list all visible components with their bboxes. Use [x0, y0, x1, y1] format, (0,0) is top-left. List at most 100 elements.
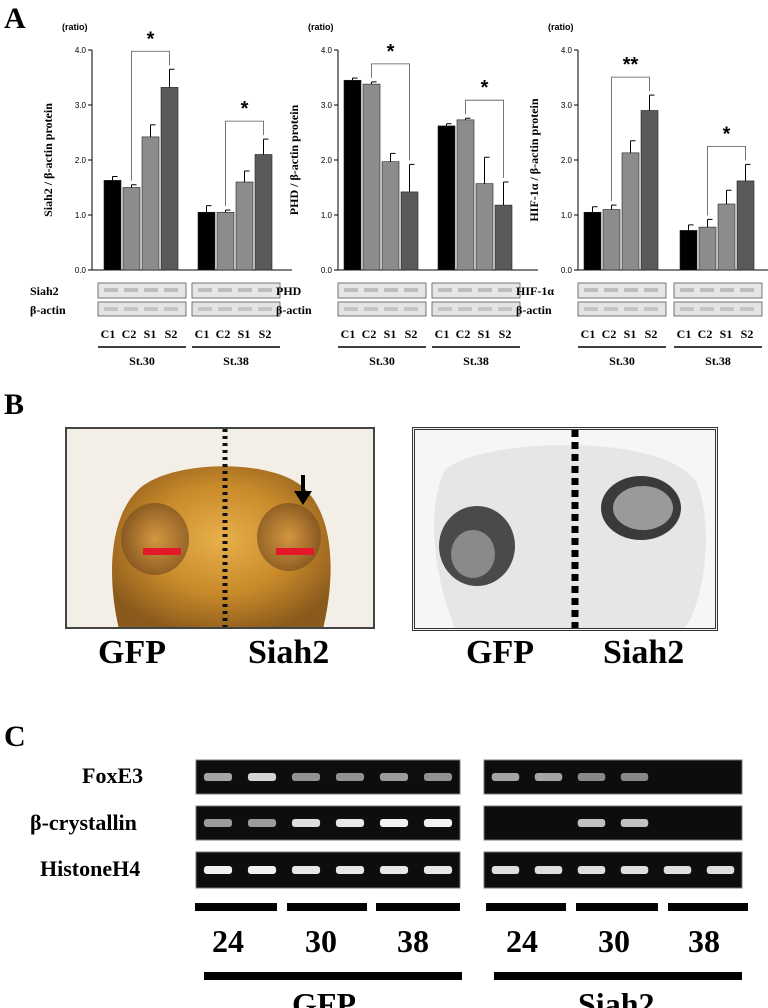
y-tick-label: 1.0	[75, 211, 87, 220]
y-tick-label: 0.0	[75, 266, 87, 275]
group-label: St.30	[609, 354, 635, 368]
blot-actin-strip	[431, 301, 521, 317]
y-tick-label: 4.0	[561, 46, 573, 55]
group-label: St.38	[223, 354, 249, 368]
gfp-age-30-bar	[287, 903, 367, 911]
blot-band	[384, 307, 398, 311]
y-tick-label: 4.0	[75, 46, 87, 55]
siah2-condition-bar	[494, 972, 742, 980]
gel-band	[247, 819, 277, 827]
gel-band	[247, 866, 277, 874]
blot-band	[584, 307, 598, 311]
gel-band	[620, 866, 649, 874]
blot-target-strip	[673, 282, 763, 299]
blot-target-label: PHD	[276, 284, 302, 298]
gel-band	[620, 773, 649, 781]
gel-band	[291, 866, 321, 874]
histology-section	[412, 427, 718, 631]
phd-plot: 0.0 1.0 2.0 3.0 4.0 (ratio) PHD / β-actin prot…	[276, 22, 538, 368]
foxe3-label: FoxE3	[82, 763, 144, 788]
significance-bracket	[131, 50, 170, 181]
gel-band	[534, 866, 563, 874]
histoneh4-label: HistoneH4	[40, 856, 141, 881]
blot-band	[700, 307, 714, 311]
gel-band	[491, 773, 520, 781]
group-label: St.38	[705, 354, 731, 368]
significance-star: *	[147, 28, 155, 50]
blot-target-strip	[577, 282, 667, 299]
hif1a-bar-chart: 0.0 1.0 2.0 3.0 4.0 (ratio) HIF-1α / β-actin p…	[516, 22, 768, 368]
lane-label: S1	[384, 327, 397, 341]
blot-actin-strip	[577, 301, 667, 317]
right-inner-section	[613, 486, 673, 530]
lane-label: S1	[478, 327, 491, 341]
beta-crystallin-label: β-crystallin	[30, 810, 137, 835]
gel-band	[706, 866, 735, 874]
gel-background	[195, 851, 461, 889]
group-label: St.38	[463, 354, 489, 368]
left-gfp-label: GFP	[98, 634, 166, 671]
blot-band	[498, 307, 512, 311]
blot-target-strip	[191, 282, 281, 299]
significance-bracket	[707, 145, 746, 216]
beta-crystallin-siah2-gel	[483, 805, 743, 841]
histoneh4-siah2-gel	[483, 851, 743, 889]
gel-band	[291, 773, 321, 781]
siah2-age-30: 30	[598, 923, 630, 959]
blot-actin-strip	[97, 301, 187, 317]
blot-band	[198, 307, 212, 311]
blot-target-label: HIF-1α	[516, 284, 554, 298]
gel-band	[423, 773, 453, 781]
significance-bracket	[225, 120, 264, 207]
blot-band	[124, 307, 138, 311]
y-tick-label: 2.0	[321, 156, 333, 165]
blot-band	[144, 307, 158, 311]
blot-actin-strip	[673, 301, 763, 317]
gel-background	[195, 805, 461, 841]
blot-band	[364, 307, 378, 311]
y-tick-label: 4.0	[321, 46, 333, 55]
left-eye-shape	[121, 503, 189, 575]
lane-label: S2	[499, 327, 512, 341]
hif1a-plot: 0.0 1.0 2.0 3.0 4.0 (ratio) HIF-1α / β-actin p…	[516, 22, 768, 368]
histoneh4-gfp-gel	[195, 851, 461, 889]
blot-actin-label: β-actin	[276, 303, 312, 317]
lane-label: C2	[456, 327, 471, 341]
blot-band	[404, 288, 418, 292]
blot-band	[404, 307, 418, 311]
gel-background	[195, 759, 461, 795]
lane-label: C1	[195, 327, 210, 341]
right-gfp-label: GFP	[466, 634, 534, 671]
lane-label: S2	[741, 327, 754, 341]
lane-label: C1	[435, 327, 450, 341]
unit-label: (ratio)	[62, 22, 88, 32]
significance-star: *	[241, 98, 249, 120]
blot-target-strip	[431, 282, 521, 299]
significance-star: *	[387, 41, 395, 63]
y-axis-label: Siah2 / β-actin protein	[41, 103, 55, 217]
foxe3-gfp-gel	[195, 759, 461, 795]
blot-band	[384, 288, 398, 292]
lane-label: S1	[624, 327, 637, 341]
gel-band	[423, 866, 453, 874]
gel-band	[291, 819, 321, 827]
gel-band	[577, 773, 606, 781]
y-axis-label: HIF-1α / β-actin protein	[527, 98, 541, 221]
gel-band	[379, 773, 409, 781]
blot-band	[344, 307, 358, 311]
blot-band	[164, 288, 178, 292]
blot-band	[144, 288, 158, 292]
siah2-plot: 0.0 1.0 2.0 3.0 4.0 (ratio) Siah2 / β-actin pr…	[30, 22, 292, 368]
y-tick-label: 2.0	[561, 156, 573, 165]
y-tick-label: 3.0	[321, 101, 333, 110]
y-axis-label: PHD / β-actin protein	[287, 104, 301, 215]
gel-band	[577, 819, 606, 827]
left-siah2-label: Siah2	[248, 634, 330, 671]
lane-label: C2	[362, 327, 377, 341]
lane-label: S1	[238, 327, 251, 341]
blot-band	[644, 307, 658, 311]
blot-band	[680, 307, 694, 311]
gel-band	[203, 866, 233, 874]
lane-label: C1	[101, 327, 116, 341]
siah2-age-38-bar	[668, 903, 748, 911]
